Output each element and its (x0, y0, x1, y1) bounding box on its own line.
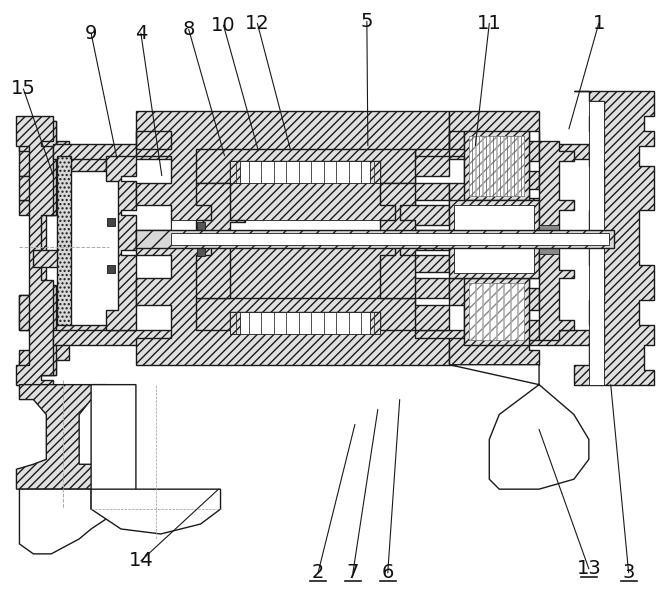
Text: 4: 4 (135, 24, 147, 43)
Polygon shape (17, 385, 106, 489)
Polygon shape (17, 116, 54, 385)
Text: 13: 13 (576, 559, 601, 578)
Polygon shape (91, 385, 136, 509)
Polygon shape (54, 330, 589, 345)
Polygon shape (57, 221, 71, 275)
Polygon shape (589, 101, 604, 385)
Polygon shape (230, 312, 241, 334)
Polygon shape (505, 136, 510, 196)
Polygon shape (470, 136, 524, 196)
Polygon shape (136, 230, 614, 248)
Polygon shape (230, 312, 380, 334)
Text: 8: 8 (182, 20, 195, 38)
Text: 14: 14 (129, 551, 153, 570)
Polygon shape (196, 183, 245, 298)
Polygon shape (470, 283, 475, 340)
Polygon shape (196, 148, 415, 183)
Polygon shape (450, 111, 539, 365)
Polygon shape (497, 283, 503, 340)
Polygon shape (539, 225, 559, 237)
Polygon shape (230, 161, 241, 183)
Text: 2: 2 (312, 563, 324, 582)
Polygon shape (476, 136, 482, 196)
Polygon shape (450, 365, 589, 489)
Text: 11: 11 (477, 14, 502, 33)
Polygon shape (470, 136, 475, 196)
Polygon shape (380, 183, 415, 298)
Polygon shape (511, 283, 517, 340)
Polygon shape (57, 156, 71, 325)
Polygon shape (230, 161, 380, 183)
Polygon shape (511, 136, 517, 196)
Polygon shape (464, 131, 529, 200)
Polygon shape (476, 283, 482, 340)
Polygon shape (490, 283, 496, 340)
Polygon shape (490, 136, 496, 196)
Polygon shape (19, 121, 106, 216)
Polygon shape (196, 248, 204, 256)
Polygon shape (470, 283, 524, 340)
Polygon shape (54, 144, 589, 164)
Polygon shape (454, 205, 534, 273)
Polygon shape (539, 131, 574, 340)
Polygon shape (483, 283, 489, 340)
Text: 5: 5 (360, 12, 373, 31)
Polygon shape (196, 222, 204, 230)
Polygon shape (136, 111, 450, 365)
Polygon shape (171, 233, 609, 245)
Polygon shape (370, 161, 380, 183)
Polygon shape (19, 295, 106, 375)
Polygon shape (464, 278, 529, 345)
Polygon shape (19, 121, 56, 375)
Polygon shape (106, 156, 136, 330)
Polygon shape (483, 136, 489, 196)
Polygon shape (370, 312, 380, 334)
Text: 15: 15 (11, 79, 36, 98)
Polygon shape (196, 298, 415, 330)
Text: 12: 12 (245, 14, 270, 33)
Polygon shape (539, 243, 559, 254)
Text: 7: 7 (347, 563, 359, 582)
Text: 10: 10 (211, 16, 236, 35)
Polygon shape (505, 283, 510, 340)
Polygon shape (107, 265, 115, 273)
Text: 3: 3 (622, 563, 635, 582)
Polygon shape (518, 136, 524, 196)
Polygon shape (34, 251, 58, 267)
Polygon shape (19, 489, 106, 554)
Text: 1: 1 (592, 14, 605, 33)
Text: 9: 9 (85, 24, 97, 43)
Polygon shape (171, 221, 415, 240)
Polygon shape (518, 283, 524, 340)
Text: 6: 6 (382, 563, 394, 582)
Polygon shape (107, 218, 115, 226)
Polygon shape (450, 200, 539, 278)
Polygon shape (574, 91, 653, 385)
Polygon shape (497, 136, 503, 196)
Polygon shape (91, 489, 220, 534)
